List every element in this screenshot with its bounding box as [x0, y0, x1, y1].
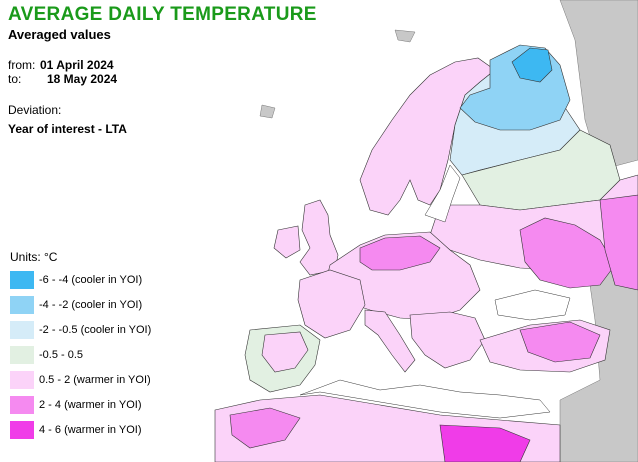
legend-item: 2 - 4 (warmer in YOI): [10, 395, 151, 414]
legend-item: -0.5 - 0.5: [10, 345, 151, 364]
map-legend: Units: °C -6 - -4 (cooler in YOI) -4 - -2…: [10, 250, 151, 445]
region-east-hot: [599, 194, 638, 291]
legend-swatch: [10, 370, 34, 389]
region-balkans: [409, 311, 486, 369]
legend-item: -6 - -4 (cooler in YOI): [10, 270, 151, 289]
to-label: to:: [8, 72, 22, 86]
region-sahara-hot: [439, 424, 531, 462]
legend-swatch: [10, 270, 34, 289]
legend-label: -0.5 - 0.5: [39, 348, 84, 361]
deviation-label: Deviation:: [8, 103, 62, 117]
mediterranean-sea: [299, 379, 551, 419]
region-africa-hot: [229, 407, 301, 449]
legend-item: -2 - -0.5 (cooler in YOI): [10, 320, 151, 339]
region-white-sea: [511, 47, 553, 83]
legend-swatch: [10, 295, 34, 314]
region-italy: [364, 309, 416, 373]
region-iberia-warm: [261, 331, 309, 373]
legend-label: 4 - 6 (warmer in YOI): [39, 423, 142, 436]
page-title: AVERAGE DAILY TEMPERATURE: [8, 4, 317, 25]
map-header: AVERAGE DAILY TEMPERATURE Averaged value…: [8, 4, 317, 136]
legend-swatch: [10, 420, 34, 439]
legend-items: -6 - -4 (cooler in YOI) -4 - -2 (cooler i…: [10, 270, 151, 439]
baltic-sea: [424, 164, 461, 223]
to-date: 18 May 2024: [47, 72, 118, 86]
from-date: 01 April 2024: [40, 58, 114, 72]
legend-label: -6 - -4 (cooler in YOI): [39, 273, 143, 286]
legend-swatch: [10, 395, 34, 414]
legend-item: 0.5 - 2 (warmer in YOI): [10, 370, 151, 389]
region-france: [297, 269, 366, 339]
page-subtitle: Averaged values: [8, 27, 111, 42]
region-ireland: [273, 225, 301, 259]
legend-item: 4 - 6 (warmer in YOI): [10, 420, 151, 439]
deviation-value: Year of interest - LTA: [8, 122, 127, 136]
legend-label: 2 - 4 (warmer in YOI): [39, 398, 142, 411]
date-range: from: 01 April 2024 to: 18 May 2024: [8, 58, 317, 86]
seas: [299, 164, 571, 419]
legend-label: -2 - -0.5 (cooler in YOI): [39, 323, 152, 336]
legend-item: -4 - -2 (cooler in YOI): [10, 295, 151, 314]
from-label: from:: [8, 58, 36, 72]
region-ukraine-hot: [519, 217, 616, 289]
region-turkey-hot: [519, 321, 601, 363]
legend-units: Units: °C: [10, 250, 58, 264]
land-regions: [214, 44, 638, 462]
region-germany-poland-hot: [359, 235, 441, 271]
legend-label: 0.5 - 2 (warmer in YOI): [39, 373, 151, 386]
legend-swatch: [10, 320, 34, 339]
legend-swatch: [10, 345, 34, 364]
legend-label: -4 - -2 (cooler in YOI): [39, 298, 143, 311]
black-sea: [494, 289, 571, 321]
